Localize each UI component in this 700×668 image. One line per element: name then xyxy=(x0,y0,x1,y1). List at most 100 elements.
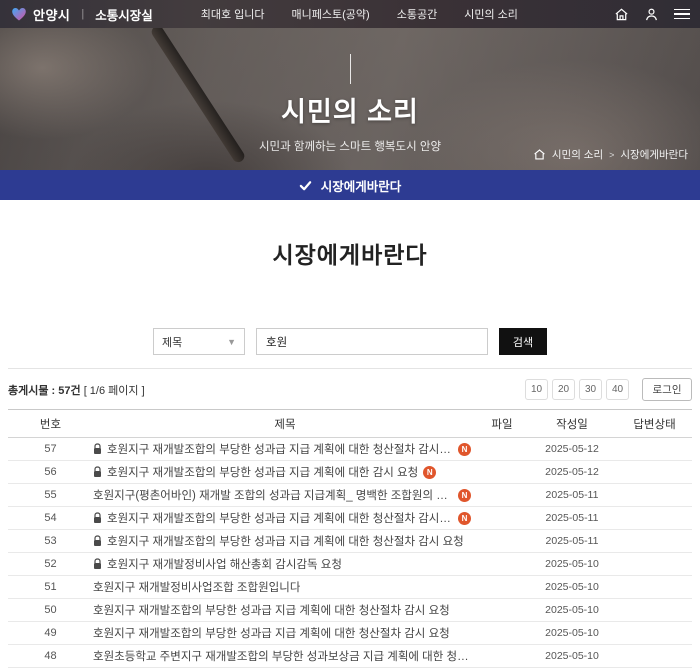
menu-item-mayor[interactable]: 최대호 입니다 xyxy=(200,9,265,21)
row-title-cell: 호원지구 재개발조합의 부당한 성과급 지급 계획에 대한 청산절차 감시 요청… xyxy=(93,441,477,457)
menu-item-citizen-voice[interactable]: 시민의 소리 xyxy=(464,9,518,21)
table-row: 57 호원지구 재개발조합의 부당한 성과급 지급 계획에 대한 청산절차 감시… xyxy=(8,438,692,461)
row-date: 2025-05-10 xyxy=(545,650,599,662)
page-title: 시장에게바란다 xyxy=(272,242,428,268)
search-button[interactable]: 검색 xyxy=(499,328,547,355)
table-body: 57 호원지구 재개발조합의 부당한 성과급 지급 계획에 대한 청산절차 감시… xyxy=(8,438,692,668)
row-title-cell: 호원지구 재개발조합의 부당한 성과급 지급 계획에 대한 청산절차 감시 요청 xyxy=(93,533,477,549)
search-bar: 제목 ▼ 검색 xyxy=(8,328,692,355)
menu-item-manifesto[interactable]: 매니페스토(공약) xyxy=(291,9,370,21)
new-badge: N xyxy=(458,442,471,456)
row-number: 57 xyxy=(44,443,57,455)
row-title-cell: 호원지구(평촌어바인) 재개발 조합의 성과급 지급계획_ 명백한 조합원의 사… xyxy=(93,487,477,503)
breadcrumb-separator: > xyxy=(609,149,615,160)
post-title-link[interactable]: 호원지구(평촌어바인) 재개발 조합의 성과급 지급계획_ 명백한 조합원의 사… xyxy=(93,490,453,502)
header-file: 파일 xyxy=(491,418,513,431)
table-header: 번호 제목 파일 작성일 답변상태 xyxy=(8,410,692,438)
row-title-cell: 호원지구 재개발조합의 부당한 성과급 지급 계획에 대한 청산절차 감시 요청… xyxy=(93,510,477,526)
site-header: 안양시 | 소통시장실 최대호 입니다 매니페스토(공약) 소통공간 시민의 소… xyxy=(0,0,700,28)
row-title-cell: 호원지구 재개발정비사업조합 조합원입니다 xyxy=(93,579,477,595)
search-field-selected: 제목 xyxy=(162,336,183,349)
post-title-link[interactable]: 호원지구 재개발조합의 부당한 성과급 지급 계획에 대한 청산절차 감시 요청 xyxy=(107,444,453,456)
post-title-link[interactable]: 호원지구 재개발조합의 부당한 성과급 지급 계획에 대한 청산절차 감시 요청 xyxy=(107,513,453,525)
hero-divider-line xyxy=(350,54,351,84)
table-row: 52 호원지구 재개발정비사업 해산총회 감시감독 요청 2025-05-10 xyxy=(8,553,692,576)
total-count-text: 총게시물 : 57건 [ 1/6 페이지 ] xyxy=(8,384,145,397)
row-title-cell: 호원지구 재개발조합의 부당한 성과급 지급 계획에 대한 감시 요청 N xyxy=(93,464,477,480)
city-name: 안양시 xyxy=(33,7,71,23)
lock-icon xyxy=(93,558,102,570)
main-content: 시장에게바란다 제목 ▼ 검색 총게시물 : 57건 [ 1/6 페이지 ] 1… xyxy=(0,236,700,668)
hero-subtitle: 시민과 함께하는 스마트 행복도시 안양 xyxy=(258,141,442,153)
login-button[interactable]: 로그인 xyxy=(642,378,692,401)
check-icon xyxy=(299,180,311,190)
page-size-40-button[interactable]: 40 xyxy=(606,379,629,400)
row-number: 53 xyxy=(44,535,57,547)
brand-name: 소통시장실 xyxy=(95,8,153,23)
search-field-select[interactable]: 제목 ▼ xyxy=(153,328,245,355)
post-title-link[interactable]: 호원지구 재개발조합의 부당한 성과급 지급 계획에 대한 감시 요청 xyxy=(107,467,419,479)
row-title-cell: 호원지구 재개발정비사업 해산총회 감시감독 요청 xyxy=(93,556,477,572)
post-title-link[interactable]: 호원지구 재개발조합의 부당한 성과급 지급 계획에 대한 청산절차 감시 요청 xyxy=(93,605,450,617)
table-row: 51 호원지구 재개발정비사업조합 조합원입니다 2025-05-10 xyxy=(8,576,692,599)
breadcrumb-item[interactable]: 시민의 소리 xyxy=(551,149,604,161)
post-title-link[interactable]: 호원지구 재개발조합의 부당한 성과급 지급 계획에 대한 청산절차 감시 요청 xyxy=(107,536,464,548)
table-row: 54 호원지구 재개발조합의 부당한 성과급 지급 계획에 대한 청산절차 감시… xyxy=(8,507,692,530)
hero-banner: 시민의 소리 시민과 함께하는 스마트 행복도시 안양 시민의 소리 > 시장에… xyxy=(0,28,700,170)
row-date: 2025-05-12 xyxy=(545,443,599,455)
row-date: 2025-05-11 xyxy=(545,535,599,547)
new-badge: N xyxy=(458,511,471,525)
board-tab[interactable]: 시장에게바란다 xyxy=(0,170,700,200)
row-number: 48 xyxy=(44,650,57,662)
hamburger-menu-icon[interactable] xyxy=(674,8,690,20)
user-icon[interactable] xyxy=(644,7,659,22)
table-row: 53 호원지구 재개발조합의 부당한 성과급 지급 계획에 대한 청산절차 감시… xyxy=(8,530,692,553)
row-date: 2025-05-11 xyxy=(545,489,599,501)
breadcrumb-home-icon[interactable] xyxy=(533,148,546,161)
row-title-cell: 호원지구 재개발조합의 부당한 성과급 지급 계획에 대한 청산절차 감시 요청 xyxy=(93,625,477,641)
home-icon[interactable] xyxy=(614,7,629,22)
new-badge: N xyxy=(423,465,437,479)
row-number: 51 xyxy=(44,581,57,593)
menu-item-communication[interactable]: 소통공간 xyxy=(396,9,438,21)
lock-icon xyxy=(93,443,102,455)
post-title-link[interactable]: 호원초등학교 주변지구 재개발조합의 부당한 성과보상금 지급 계획에 대한 청… xyxy=(93,651,471,663)
search-section: 제목 ▼ 검색 xyxy=(8,270,692,369)
row-date: 2025-05-11 xyxy=(545,512,599,524)
table-row: 56 호원지구 재개발조합의 부당한 성과급 지급 계획에 대한 감시 요청 N… xyxy=(8,461,692,484)
breadcrumb: 시민의 소리 > 시장에게바란다 xyxy=(533,147,688,162)
row-date: 2025-05-10 xyxy=(545,604,599,616)
chevron-down-icon: ▼ xyxy=(227,336,236,347)
post-title-link[interactable]: 호원지구 재개발정비사업조합 조합원입니다 xyxy=(93,582,301,594)
breadcrumb-item-current: 시장에게바란다 xyxy=(620,149,688,161)
hero-title: 시민의 소리 xyxy=(281,97,419,127)
page-size-10-button[interactable]: 10 xyxy=(525,379,548,400)
row-number: 50 xyxy=(44,604,57,616)
row-date: 2025-05-10 xyxy=(545,581,599,593)
site-logo[interactable]: 안양시 | 소통시장실 xyxy=(10,5,153,24)
post-title-link[interactable]: 호원지구 재개발정비사업 해산총회 감시감독 요청 xyxy=(107,559,342,571)
board-tab-label: 시장에게바란다 xyxy=(320,179,402,194)
list-controls: 10 20 30 40 로그인 xyxy=(525,378,692,401)
row-date: 2025-05-10 xyxy=(545,558,599,570)
anyang-heart-logo-icon xyxy=(12,7,26,21)
row-number: 56 xyxy=(44,466,57,478)
row-title-cell: 호원지구 재개발조합의 부당한 성과급 지급 계획에 대한 청산절차 감시 요청 xyxy=(93,602,477,618)
table-row: 48 호원초등학교 주변지구 재개발조합의 부당한 성과보상금 지급 계획에 대… xyxy=(8,645,692,668)
lock-icon xyxy=(93,466,102,478)
header-title: 제목 xyxy=(274,418,296,431)
page-size-20-button[interactable]: 20 xyxy=(552,379,575,400)
search-input[interactable] xyxy=(256,328,488,355)
table-row: 55 호원지구(평촌어바인) 재개발 조합의 성과급 지급계획_ 명백한 조합원… xyxy=(8,484,692,507)
table-row: 50 호원지구 재개발조합의 부당한 성과급 지급 계획에 대한 청산절차 감시… xyxy=(8,599,692,622)
list-meta: 총게시물 : 57건 [ 1/6 페이지 ] 10 20 30 40 로그인 xyxy=(8,369,692,409)
lock-icon xyxy=(93,535,102,547)
page-size-30-button[interactable]: 30 xyxy=(579,379,602,400)
header-number: 번호 xyxy=(39,418,62,431)
header-icons xyxy=(614,7,690,22)
logo-divider: | xyxy=(81,8,85,20)
post-title-link[interactable]: 호원지구 재개발조합의 부당한 성과급 지급 계획에 대한 청산절차 감시 요청 xyxy=(93,628,450,640)
row-number: 55 xyxy=(44,489,57,501)
row-date: 2025-05-12 xyxy=(545,466,599,478)
